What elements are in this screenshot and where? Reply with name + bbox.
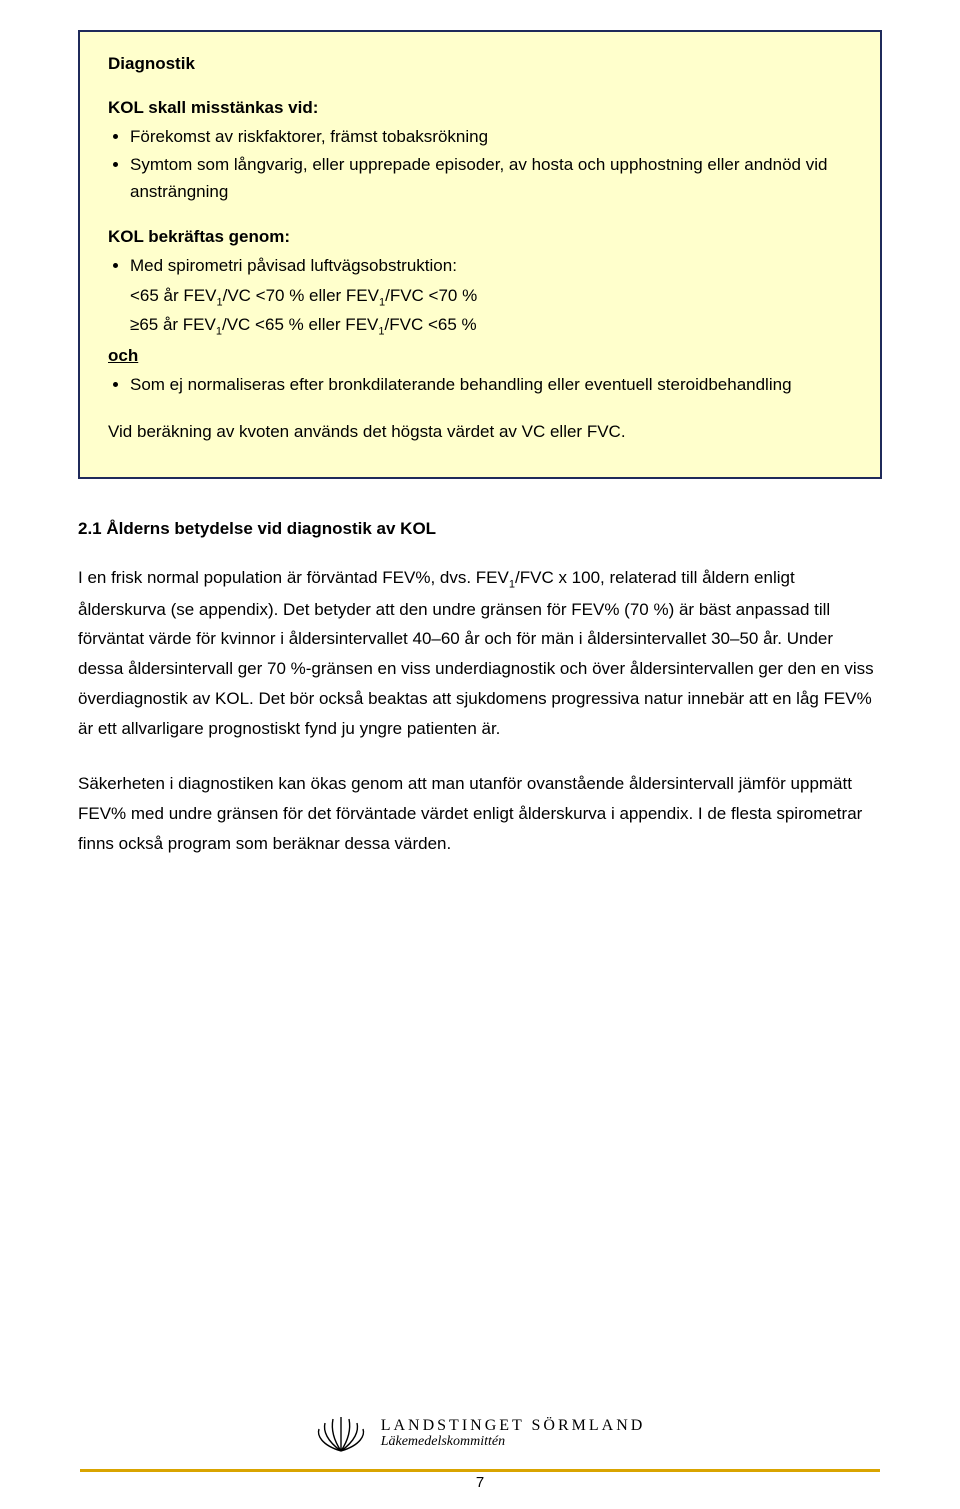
section-heading: 2.1 Ålderns betydelse vid diagnostik av … (78, 519, 882, 539)
list-item: Symtom som långvarig, eller upprepade ep… (130, 152, 852, 205)
list-item: Med spirometri påvisad luftvägsobstrukti… (130, 253, 852, 279)
page-number: 7 (0, 1474, 960, 1491)
paragraph-2: Säkerheten i diagnostiken kan ökas genom… (78, 769, 882, 858)
list-item: Som ej normaliseras efter bronkdilateran… (130, 372, 852, 398)
list-item: Förekomst av riskfaktorer, främst tobaks… (130, 124, 852, 150)
footer-rule (80, 1469, 880, 1472)
page-footer: LANDSTINGET SÖRMLAND Läkemedelskommittén… (0, 1413, 960, 1491)
footer-brand-2: Läkemedelskommittén (381, 1434, 646, 1449)
group1-list: Förekomst av riskfaktorer, främst tobaks… (108, 124, 852, 205)
diagnostic-box: Diagnostik KOL skall misstänkas vid: För… (78, 30, 882, 479)
footer-logo-row: LANDSTINGET SÖRMLAND Läkemedelskommittén (315, 1413, 646, 1453)
group1-heading: KOL skall misstänkas vid: (108, 98, 852, 118)
group2-list: Med spirometri påvisad luftvägsobstrukti… (108, 253, 852, 279)
criteria-line-2: ≥65 år FEV1/VC <65 % eller FEV1/FVC <65 … (108, 312, 852, 340)
paragraph-1: I en frisk normal population är förvänta… (78, 563, 882, 743)
footer-brand-1: LANDSTINGET SÖRMLAND (381, 1417, 646, 1435)
och-label: och (108, 346, 852, 366)
group2-heading: KOL bekräftas genom: (108, 227, 852, 247)
group3-list: Som ej normaliseras efter bronkdilateran… (108, 372, 852, 398)
page: Diagnostik KOL skall misstänkas vid: För… (0, 0, 960, 1509)
box-note: Vid beräkning av kvoten används det högs… (108, 419, 852, 445)
lotus-icon (315, 1413, 367, 1453)
criteria-line-1: <65 år FEV1/VC <70 % eller FEV1/FVC <70 … (108, 283, 852, 311)
box-title: Diagnostik (108, 54, 852, 74)
footer-wordmark: LANDSTINGET SÖRMLAND Läkemedelskommittén (381, 1417, 646, 1450)
